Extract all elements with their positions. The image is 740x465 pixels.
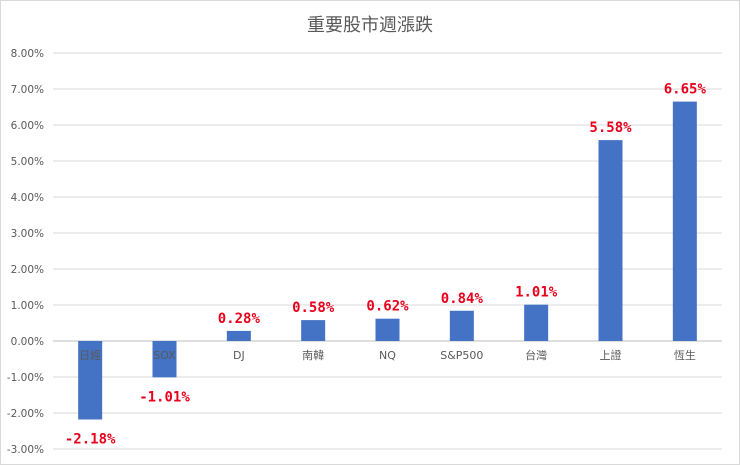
bar (524, 304, 549, 341)
bar (152, 341, 177, 378)
y-tick-label: 8.00% (11, 48, 44, 60)
bar (672, 101, 697, 341)
chart-title: 重要股市週漲跌 (307, 15, 433, 36)
bar (598, 140, 623, 341)
y-tick-label: 6.00% (11, 120, 44, 132)
category-label: 上證 (600, 348, 622, 362)
category-label: SOX (153, 349, 176, 362)
category-label: DJ (233, 349, 245, 362)
y-tick-label: -1.00% (7, 372, 44, 384)
data-label: 6.65% (664, 82, 707, 98)
y-tick-label: 5.00% (11, 156, 44, 168)
data-label: 0.84% (441, 291, 484, 307)
category-label: NQ (379, 349, 396, 362)
y-tick-label: -2.00% (7, 408, 44, 420)
category-label: S&P500 (440, 349, 483, 362)
bar (375, 318, 400, 341)
data-label: 0.62% (366, 299, 409, 315)
y-tick-label: 4.00% (11, 192, 44, 204)
y-tick-label: -3.00% (7, 444, 44, 456)
data-label: -2.18% (65, 431, 116, 447)
category-label: 恆生 (674, 348, 696, 362)
bar (226, 330, 251, 341)
category-label: 台灣 (525, 348, 547, 362)
category-label: 日經 (79, 348, 101, 362)
data-label: 1.01% (515, 285, 558, 301)
y-tick-label: 2.00% (11, 264, 44, 276)
bar (301, 320, 326, 341)
y-tick-label: 1.00% (11, 300, 44, 312)
y-tick-label: 3.00% (11, 228, 44, 240)
category-label: 南韓 (302, 349, 324, 362)
bar (449, 310, 474, 341)
y-tick-label: 0.00% (11, 336, 44, 348)
data-label: 0.58% (292, 300, 335, 316)
bar (78, 341, 103, 420)
data-label: 0.28% (218, 311, 261, 327)
data-label: -1.01% (139, 389, 190, 405)
y-tick-label: 7.00% (11, 84, 44, 96)
data-label: 5.58% (589, 120, 632, 136)
